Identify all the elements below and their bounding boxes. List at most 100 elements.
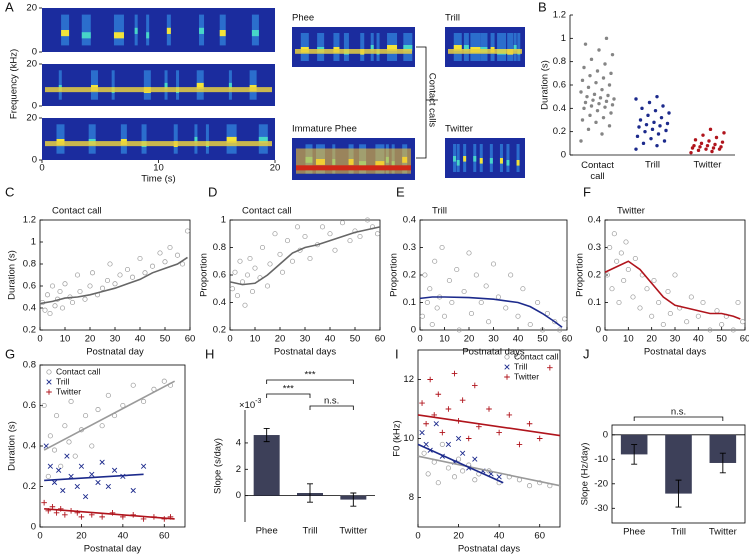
point <box>612 97 616 101</box>
point <box>157 250 163 256</box>
point <box>82 296 88 302</box>
point <box>264 283 271 289</box>
significance-bracket <box>633 416 724 421</box>
point <box>112 281 118 287</box>
point <box>454 266 460 273</box>
x-tick-label: 50 <box>160 334 171 345</box>
point <box>478 299 484 306</box>
panel-letter: A <box>5 0 14 14</box>
y-tick-label: 0.6 <box>23 400 36 411</box>
point <box>527 321 533 328</box>
spectrogram-energy <box>507 33 514 61</box>
point <box>609 286 615 292</box>
point <box>74 272 81 278</box>
significance-label: n.s. <box>671 407 686 418</box>
point <box>707 327 713 333</box>
point <box>247 255 253 262</box>
y-tick-label: 0.2 <box>213 325 226 336</box>
chart-title: Contact call <box>52 206 102 217</box>
y-axis-label: Frequency (kHz) <box>9 49 20 119</box>
point <box>520 286 526 292</box>
point <box>162 259 168 265</box>
point <box>604 36 609 41</box>
point <box>503 305 509 311</box>
point <box>62 512 68 518</box>
point <box>580 78 585 83</box>
multiplier-base: ×10 <box>239 400 255 411</box>
point <box>557 327 563 333</box>
y-tick-label: 0.4 <box>553 103 566 114</box>
y-tick-label: 20 <box>26 113 37 124</box>
point <box>597 48 601 52</box>
x-tick-label: 10 <box>439 334 450 345</box>
point <box>635 134 640 139</box>
fit-line <box>39 256 188 305</box>
x-tick-label: 20 <box>76 531 87 542</box>
fit-line <box>229 226 381 286</box>
chart-title: Twitter <box>617 206 645 217</box>
point <box>117 272 123 278</box>
point <box>56 467 62 473</box>
point <box>68 398 74 405</box>
point <box>451 474 458 480</box>
point <box>357 233 363 240</box>
point <box>465 435 472 442</box>
point <box>59 305 66 311</box>
point <box>589 57 594 62</box>
point <box>495 294 501 300</box>
point <box>698 145 702 149</box>
x-tick-label: 10 <box>250 334 261 345</box>
point <box>249 288 256 295</box>
y-tick-label: 0.2 <box>23 481 36 492</box>
point <box>130 382 136 388</box>
x-tick-label: 60 <box>375 334 386 345</box>
point <box>137 255 143 262</box>
spectrogram-energy <box>219 30 226 37</box>
point <box>606 93 610 98</box>
point <box>688 294 694 300</box>
chart-title: Trill <box>432 206 447 217</box>
point <box>124 266 131 273</box>
point <box>421 450 427 456</box>
point <box>252 265 258 271</box>
x-tick-label: Trill <box>303 526 318 537</box>
point <box>307 255 313 262</box>
spectrogram-energy <box>506 160 510 166</box>
point <box>174 252 181 258</box>
axes-box <box>39 219 191 331</box>
legend-label: Twitter <box>514 371 539 381</box>
point <box>582 106 586 111</box>
spectrogram-energy <box>499 158 503 164</box>
point <box>535 299 541 306</box>
point <box>711 146 716 150</box>
point <box>242 302 248 308</box>
x-tick-label: Contact call <box>581 160 614 182</box>
panel-letter: H <box>205 346 214 361</box>
point <box>161 378 167 384</box>
point <box>701 133 705 137</box>
point <box>614 258 620 264</box>
multiplier-exponent: -3 <box>255 398 261 405</box>
point <box>640 106 644 111</box>
point <box>656 132 661 136</box>
point <box>625 266 631 273</box>
error-bar <box>350 492 357 507</box>
point <box>589 104 594 108</box>
spectrogram-energy <box>199 27 205 34</box>
point <box>472 382 478 389</box>
spectrogram-energy <box>456 144 460 172</box>
point <box>496 474 502 480</box>
point <box>239 279 246 285</box>
point <box>105 392 111 398</box>
legend-label: Contact call <box>56 366 101 376</box>
spectrogram <box>42 118 275 160</box>
y-tick-label: 8 <box>409 492 414 503</box>
point <box>47 433 53 439</box>
point <box>585 94 589 99</box>
point <box>704 147 708 151</box>
y-axis-label: Duration (s) <box>7 421 18 471</box>
x-tick-label: 40 <box>513 334 524 345</box>
spectrogram-band <box>448 49 522 54</box>
x-tick-label: 50 <box>537 334 548 345</box>
